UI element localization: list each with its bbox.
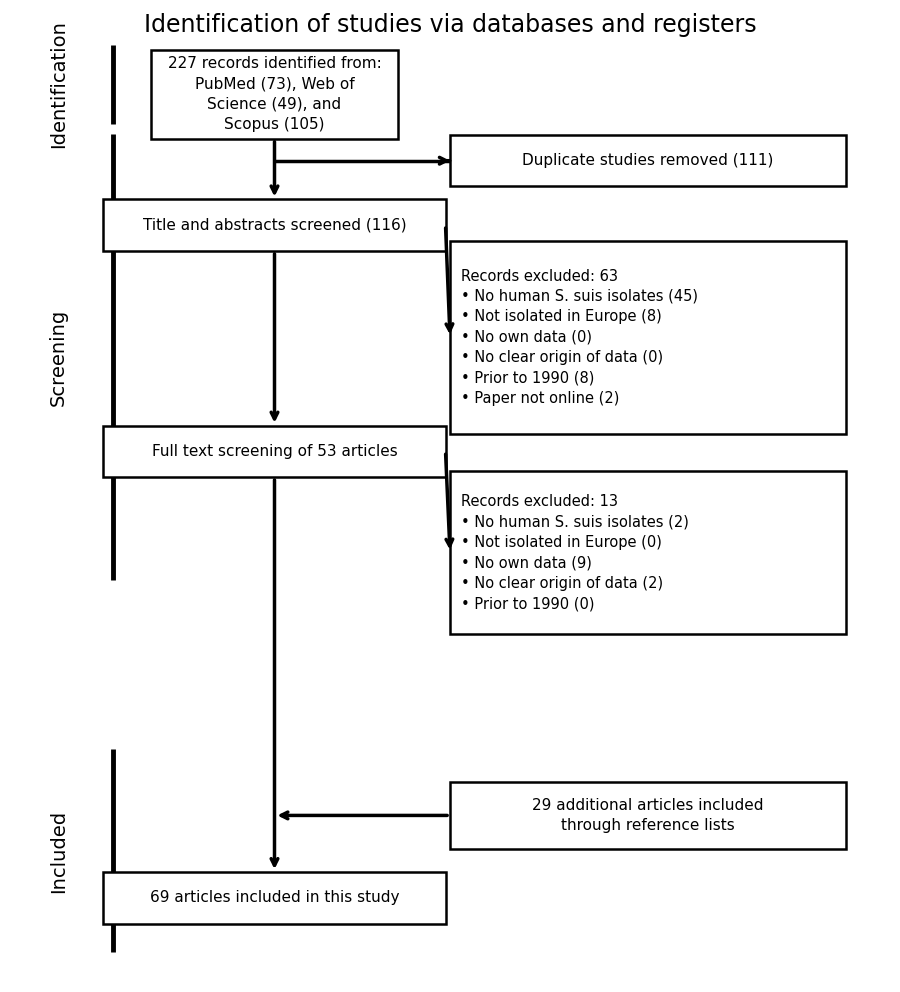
Text: Records excluded: 13
• No human S. suis isolates (2)
• Not isolated in Europe (0: Records excluded: 13 • No human S. suis … — [461, 494, 688, 611]
Text: 227 records identified from:
PubMed (73), Web of
Science (49), and
Scopus (105): 227 records identified from: PubMed (73)… — [167, 57, 382, 132]
Text: Title and abstracts screened (116): Title and abstracts screened (116) — [143, 217, 406, 233]
FancyBboxPatch shape — [104, 426, 446, 477]
Text: Identification of studies via databases and registers: Identification of studies via databases … — [144, 13, 756, 37]
FancyBboxPatch shape — [450, 135, 846, 186]
FancyBboxPatch shape — [150, 50, 398, 139]
Text: 69 articles included in this study: 69 articles included in this study — [149, 890, 400, 906]
FancyBboxPatch shape — [450, 471, 846, 635]
FancyBboxPatch shape — [104, 872, 446, 924]
Text: Included: Included — [49, 809, 68, 893]
Text: Screening: Screening — [49, 309, 68, 406]
Text: Records excluded: 63
• No human S. suis isolates (45)
• Not isolated in Europe (: Records excluded: 63 • No human S. suis … — [461, 269, 698, 406]
Text: Duplicate studies removed (111): Duplicate studies removed (111) — [522, 153, 774, 169]
Text: 29 additional articles included
through reference lists: 29 additional articles included through … — [532, 798, 764, 833]
Text: Identification: Identification — [49, 21, 68, 148]
Text: Full text screening of 53 articles: Full text screening of 53 articles — [151, 443, 398, 459]
FancyBboxPatch shape — [104, 199, 446, 251]
FancyBboxPatch shape — [450, 782, 846, 849]
FancyBboxPatch shape — [450, 240, 846, 434]
